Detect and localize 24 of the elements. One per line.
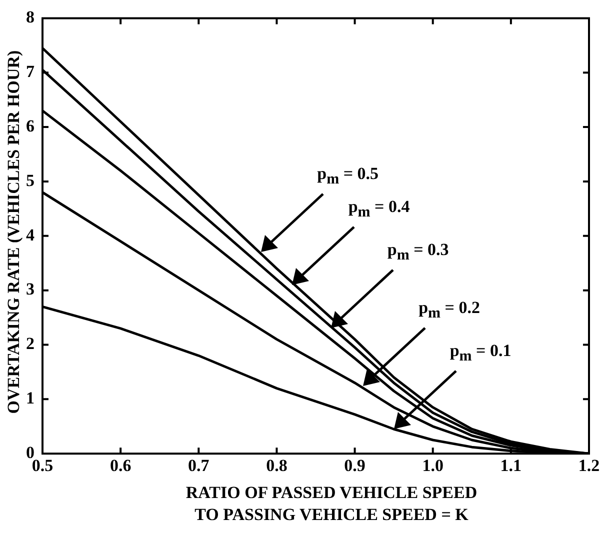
annotation: p$_{m}$ = 0.5: [317, 164, 378, 189]
y-tick-label: 7: [26, 62, 35, 82]
annotation: p$_{m}$ = 0.4: [348, 196, 410, 222]
y-tick-label: 5: [26, 170, 34, 190]
x-axis-title: RATIO OF PASSED VEHICLE SPEED TO PASSING VEHICLE SPEED = K: [184, 482, 478, 526]
x-tick-label: 0.5: [32, 456, 54, 476]
x-tick-label: 0.7: [188, 456, 210, 476]
x-tick-label: 1.2: [578, 456, 600, 476]
annotation: p$_{m}$ = 0.1: [450, 341, 512, 366]
annotation: p$_{m}$ = 0.3: [387, 240, 449, 265]
y-tick-label: 1: [26, 388, 34, 408]
y-tick-label: 4: [26, 225, 35, 244]
y-tick-label: 3: [26, 280, 34, 299]
annotation: p$_{m}$ = 0.2: [418, 298, 480, 322]
y-tick-label: 0: [26, 442, 34, 462]
x-tick-label: 0.6: [110, 456, 132, 476]
x-tick-label: 1.0: [422, 456, 444, 476]
y-tick-label: 8: [26, 8, 34, 27]
y-axis-title: OVERTAKING RATE (VEHICLES PER HOUR): [4, 50, 24, 414]
y-tick-label: 2: [26, 334, 34, 354]
x-tick-label: 0.9: [344, 456, 366, 476]
y-tick-label: 6: [26, 116, 34, 136]
x-tick-label: 0.8: [266, 456, 288, 476]
x-tick-label: 1.1: [500, 456, 522, 476]
